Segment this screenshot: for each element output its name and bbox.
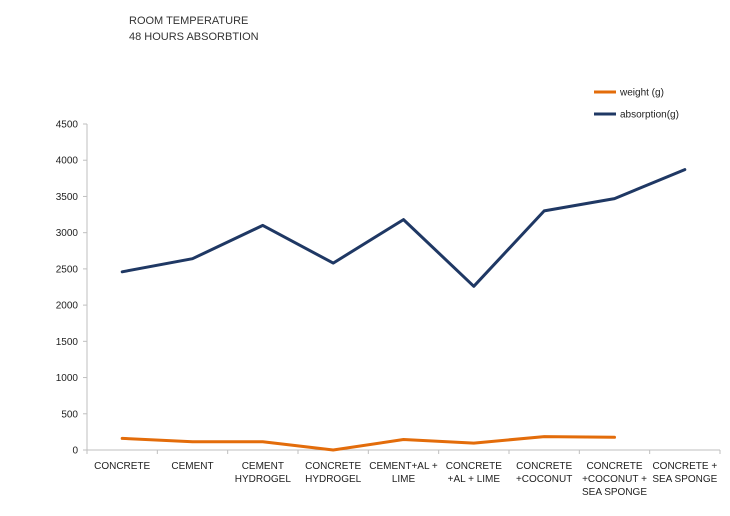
x-tick-label: CEMENT [171,461,213,472]
series-line-weight [120,435,616,452]
x-tick-label: CONCRETE + SEA SPONGE [652,461,717,485]
y-tick-label: 0 [72,446,78,457]
chart-title: ROOM TEMPERATURE 48 HOURS ABSORBTION [129,13,259,45]
x-axis-ticks: CONCRETE CEMENT CEMENT HYDROGEL CONCRETE HYDR… [86,450,721,498]
series-lines [120,168,687,452]
x-tick-label: CEMENT+AL + LIME [369,461,438,485]
x-tick-label: CONCRETE +AL + LIME [446,461,502,485]
y-tick-label: 500 [61,409,78,420]
axes [86,124,720,451]
x-tick-label: CEMENT HYDROGEL [235,461,292,485]
y-axis-ticks: 0 500 1000 1500 2000 2500 3000 3500 4000 4500 [56,120,87,457]
y-tick-label: 1500 [56,337,79,348]
series-line-absorption [120,168,687,288]
legend-label: weight (g) [619,88,664,99]
x-tick-label: CONCRETE HYDROGEL [305,461,362,485]
chart-title-line-1: ROOM TEMPERATURE [129,15,249,27]
y-tick-label: 1000 [56,373,79,384]
y-tick-label: 3500 [56,192,79,203]
x-tick-label: CONCRETE +COCONUT + SEA SPONGE [582,461,647,498]
x-tick-label: CONCRETE [94,461,150,472]
y-tick-label: 2500 [56,264,79,275]
y-tick-label: 3000 [56,228,79,239]
y-tick-label: 4000 [56,156,79,167]
x-tick-label: CONCRETE +COCONUT [516,461,573,485]
legend-label: absorption(g) [620,110,679,121]
chart-title-line-2: 48 HOURS ABSORBTION [129,31,259,43]
y-tick-label: 4500 [56,120,79,131]
y-tick-label: 2000 [56,301,79,312]
legend: weight (g) absorption(g) [594,88,679,121]
